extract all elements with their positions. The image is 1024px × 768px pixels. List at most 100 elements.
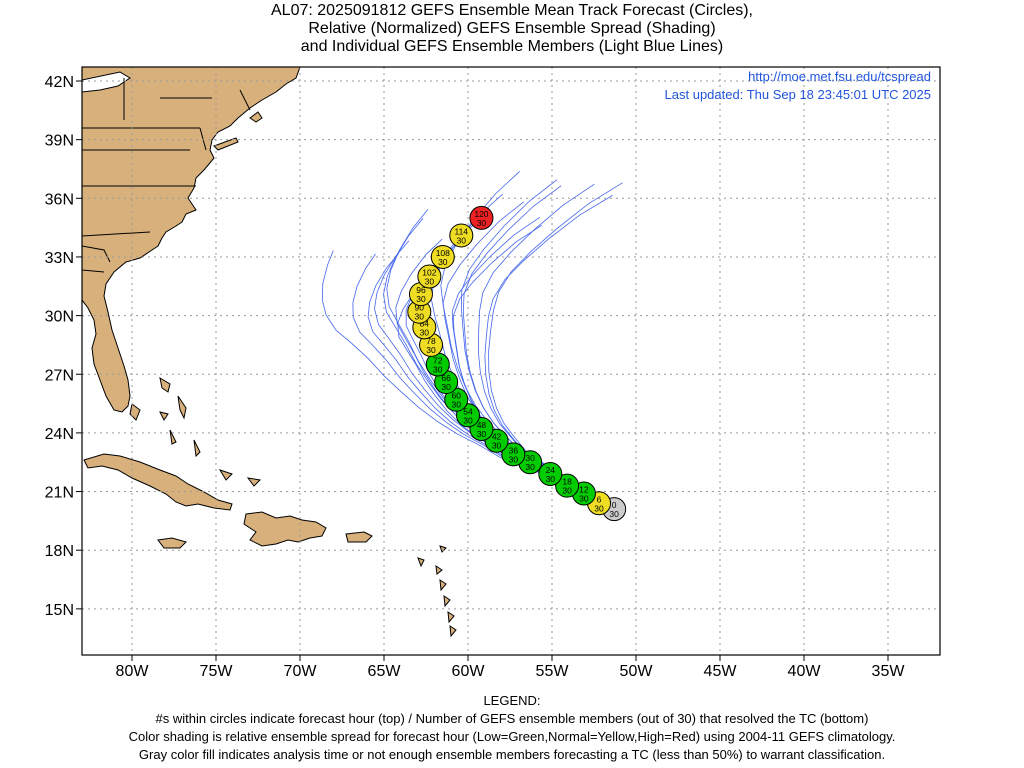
track-point-members: 30 (609, 509, 619, 519)
ocean-area (82, 67, 940, 655)
mean-track: 0306301230183024303030363042304830543060… (407, 205, 627, 522)
track-point-hour: 72 (433, 355, 443, 365)
track-point-members: 30 (525, 462, 535, 472)
lat-label: 15N (45, 602, 74, 619)
lon-label: 45W (704, 663, 738, 680)
track-point-members: 30 (477, 429, 487, 439)
plot-frame (81, 66, 941, 656)
bahamas-misc (159, 411, 169, 421)
track-point-hour: 114 (454, 226, 468, 236)
track-point-circle (538, 461, 563, 486)
track-point-members: 30 (492, 441, 502, 451)
lesser-antilles-2 (435, 564, 443, 575)
track-point-hour: 78 (426, 336, 436, 346)
lat-label: 18N (45, 543, 74, 560)
state-border (199, 127, 207, 151)
track-point-hour: 84 (420, 318, 430, 328)
source-url[interactable]: http://moe.met.fsu.edu/tcspread (748, 69, 931, 84)
track-point-members: 30 (579, 494, 589, 504)
lat-label: 24N (45, 426, 74, 443)
bahamas-exuma (169, 429, 177, 445)
lesser-antilles-3 (439, 578, 447, 592)
track-point-members: 30 (425, 277, 435, 287)
lon-label: 35W (872, 663, 906, 680)
track-point-hour: 120 (474, 209, 488, 219)
track-point-hour: 24 (546, 465, 556, 475)
lon-label: 70W (284, 663, 318, 680)
bahamas-long (193, 439, 201, 458)
track-point-members: 30 (438, 257, 448, 267)
lat-label: 30N (45, 309, 74, 326)
track-point-hour: 0 (612, 500, 617, 510)
track-point-hour: 48 (477, 420, 487, 430)
track-point-members: 30 (433, 364, 443, 374)
cuba (83, 453, 233, 511)
track-point-members: 30 (416, 294, 426, 304)
state-border (82, 269, 105, 273)
lat-label: 33N (45, 250, 74, 267)
track-point-hour: 42 (492, 432, 502, 442)
lon-label: 75W (200, 663, 234, 680)
grid-layer (82, 67, 940, 655)
state-border (239, 89, 251, 111)
track-point-hour: 54 (463, 406, 473, 416)
track-point-hour: 12 (579, 485, 589, 495)
hispaniola (243, 511, 327, 547)
track-point-hour: 90 (415, 303, 425, 313)
lesser-antilles-1 (417, 557, 425, 568)
track-point-members: 30 (452, 400, 462, 410)
lesser-antilles-6 (449, 624, 457, 638)
track-point-hour: 18 (562, 477, 572, 487)
land-layer (82, 67, 457, 638)
track-point-circle (469, 205, 494, 230)
legend-line-1: #s within circles indicate forecast hour… (155, 711, 869, 726)
track-point-members: 30 (426, 345, 436, 355)
track-point-members: 30 (562, 486, 572, 496)
track-point-hour: 36 (509, 445, 519, 455)
puerto-rico (345, 531, 373, 543)
track-point-circle (430, 244, 455, 269)
lon-label: 55W (536, 663, 570, 680)
track-point-hour: 96 (416, 285, 426, 295)
cape-cod (249, 111, 263, 123)
state-border (82, 231, 151, 237)
track-point-hour: 6 (597, 494, 602, 504)
lesser-antilles-4 (443, 594, 451, 608)
legend-line-2: Color shading is relative ensemble sprea… (128, 729, 896, 744)
map-title-line-2: Relative (Normalized) GEFS Ensemble Spre… (308, 20, 716, 37)
track-point-hour: 60 (452, 391, 462, 401)
state-borders (82, 78, 251, 273)
legend-line-3: Gray color fill indicates analysis time … (138, 747, 886, 762)
bahamas-abaco (159, 376, 171, 393)
lon-label: 60W (452, 663, 486, 680)
track-point-circle (501, 442, 526, 467)
track-point-members: 30 (441, 382, 451, 392)
latitude-axis: 42N 39N 36N 33N 30N 27N 24N 21N 18N 15N (45, 74, 82, 619)
state-border (82, 245, 111, 263)
track-point-members: 30 (463, 415, 473, 425)
track-point-members: 30 (594, 503, 604, 513)
track-point-members: 30 (477, 218, 487, 228)
track-point-hour: 30 (525, 453, 535, 463)
lon-label: 50W (620, 663, 654, 680)
map-title-line-3: and Individual GEFS Ensemble Members (Li… (300, 38, 724, 55)
track-point-hour: 102 (422, 268, 436, 278)
lat-label: 21N (45, 485, 74, 502)
track-point-circle (555, 473, 580, 498)
lon-label: 80W (116, 663, 150, 680)
lesser-antilles-5 (447, 610, 455, 624)
track-point-members: 30 (457, 235, 467, 245)
track-point-circle (449, 223, 474, 248)
north-america-landmass (82, 67, 301, 413)
lat-label: 36N (45, 191, 74, 208)
map-title-line-1: AL07: 2025091812 GEFS Ensemble Mean Trac… (271, 2, 753, 19)
